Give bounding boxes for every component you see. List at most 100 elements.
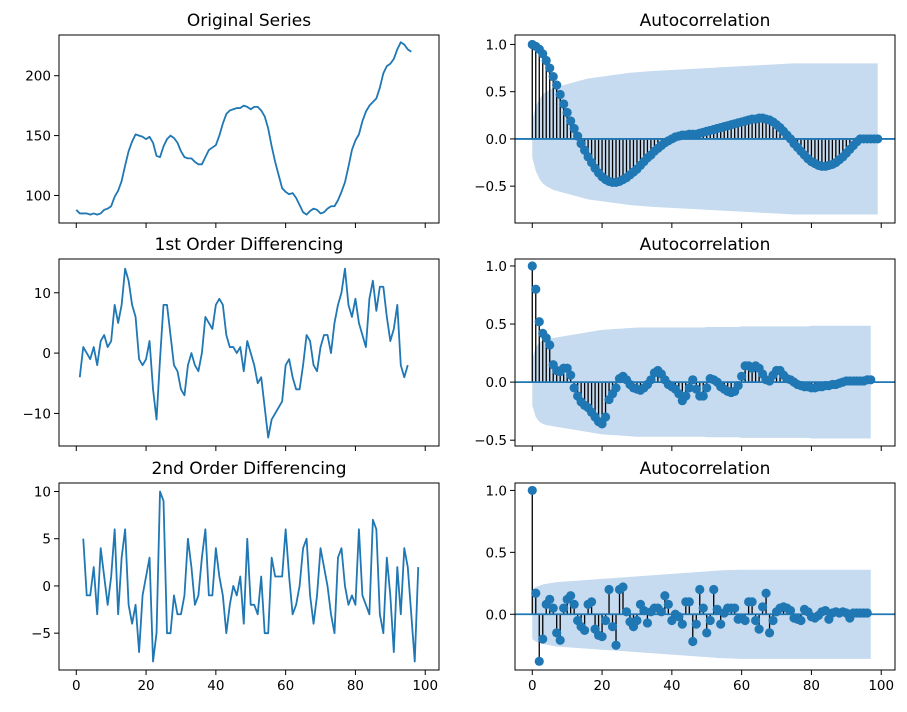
stem-marker bbox=[618, 582, 628, 592]
subplot-title: Autocorrelation bbox=[640, 11, 771, 31]
stem-marker bbox=[555, 89, 565, 100]
stem-marker bbox=[566, 591, 576, 601]
axes-frame bbox=[58, 34, 440, 224]
stem-marker bbox=[862, 608, 872, 618]
stem-marker bbox=[646, 375, 656, 385]
plot-area bbox=[82, 490, 420, 663]
stem-marker bbox=[562, 363, 572, 373]
x-tick-label: 20 bbox=[593, 678, 610, 694]
y-tick-label: 10 bbox=[34, 286, 51, 302]
y-tick-label: −0.5 bbox=[474, 433, 507, 449]
stem-marker bbox=[663, 599, 673, 609]
stem-marker bbox=[611, 383, 621, 393]
stem-marker bbox=[730, 603, 740, 613]
stem-marker bbox=[545, 340, 555, 350]
subplot-title: 2nd Order Differencing bbox=[152, 459, 347, 479]
stem-marker bbox=[548, 603, 558, 613]
stem-marker bbox=[527, 485, 537, 496]
stem-marker bbox=[566, 116, 576, 126]
stem-marker bbox=[702, 383, 712, 393]
stem-marker bbox=[531, 284, 541, 294]
plot-area bbox=[515, 261, 895, 439]
subplot-title: Autocorrelation bbox=[640, 459, 771, 479]
stem-marker bbox=[552, 80, 562, 90]
subplot-2: −0.5 0.0 0.5 1.0 Autocorrelation bbox=[474, 11, 896, 228]
stem-marker bbox=[674, 389, 684, 399]
stem-marker bbox=[531, 588, 541, 598]
stem-marker bbox=[733, 381, 743, 391]
stem-marker bbox=[545, 594, 555, 605]
stem-marker bbox=[695, 584, 705, 595]
stem-marker bbox=[642, 618, 653, 628]
axes-frame bbox=[58, 482, 440, 671]
y-tick-label: 0.0 bbox=[486, 375, 507, 391]
stem-marker bbox=[639, 605, 649, 616]
stem-marker bbox=[580, 625, 590, 635]
plot-area bbox=[75, 41, 412, 216]
y-tick-label: 200 bbox=[25, 69, 51, 85]
x-tick-label: 40 bbox=[207, 678, 224, 694]
stem-marker bbox=[548, 71, 558, 82]
subplot-title: Autocorrelation bbox=[640, 235, 771, 255]
stem-marker bbox=[873, 134, 883, 144]
plot-area bbox=[515, 39, 895, 215]
stem-marker bbox=[740, 615, 750, 626]
stem-marker bbox=[555, 635, 565, 645]
stem-marker bbox=[674, 612, 684, 622]
stem-marker bbox=[534, 656, 544, 666]
y-tick-label: 0.0 bbox=[486, 607, 507, 623]
stem-marker bbox=[698, 391, 708, 401]
stem-marker bbox=[684, 597, 694, 607]
y-tick-label: 0 bbox=[42, 579, 51, 595]
stem-marker bbox=[750, 615, 761, 626]
stem-marker bbox=[705, 615, 715, 626]
y-tick-label: 1.0 bbox=[486, 483, 507, 499]
y-tick-label: 0.0 bbox=[486, 132, 507, 148]
stem-marker bbox=[712, 604, 722, 614]
axes-frame bbox=[514, 258, 896, 447]
series-line bbox=[75, 41, 412, 216]
x-tick-label: 80 bbox=[803, 678, 820, 694]
y-tick-label: 0.5 bbox=[486, 85, 507, 101]
y-tick-label: 0.5 bbox=[486, 545, 507, 561]
stem-marker bbox=[569, 123, 579, 134]
y-tick-label: 5 bbox=[42, 532, 51, 548]
stem-marker bbox=[684, 383, 694, 393]
stem-marker bbox=[691, 384, 701, 394]
plot-area bbox=[515, 485, 895, 666]
y-tick-label: 1.0 bbox=[486, 37, 507, 53]
x-tick-label: 80 bbox=[347, 678, 364, 694]
stem-marker bbox=[688, 636, 698, 647]
stem-marker bbox=[607, 622, 618, 632]
stem-marker bbox=[737, 371, 747, 381]
stem-marker bbox=[604, 584, 614, 595]
x-tick-label: 0 bbox=[72, 678, 81, 694]
subplot-3: −10 0 10 1st Order Differencing bbox=[23, 235, 440, 451]
stem-marker bbox=[747, 597, 757, 607]
stem-marker bbox=[757, 602, 768, 612]
plot-area bbox=[78, 267, 409, 439]
stem-marker bbox=[569, 383, 579, 393]
stem-marker bbox=[716, 619, 726, 629]
series-line bbox=[82, 490, 420, 663]
stem-marker bbox=[600, 412, 611, 422]
stem-marker bbox=[709, 584, 719, 595]
stem-marker bbox=[677, 619, 687, 629]
stem-marker bbox=[785, 605, 796, 616]
stem-marker bbox=[761, 588, 771, 598]
y-tick-label: −0.5 bbox=[474, 179, 507, 195]
y-tick-label: −5 bbox=[31, 626, 51, 642]
stem-marker bbox=[691, 619, 701, 629]
stem-marker bbox=[754, 624, 764, 634]
subplot-4: −0.5 0.0 0.5 1.0 Autocorrelation bbox=[474, 235, 896, 451]
stem-marker bbox=[559, 99, 569, 109]
y-tick-label: 10 bbox=[34, 485, 51, 501]
subplot-title: Original Series bbox=[187, 11, 311, 31]
stem-marker bbox=[632, 615, 642, 626]
stem-marker bbox=[538, 634, 548, 644]
stem-marker bbox=[527, 261, 537, 271]
stem-marker bbox=[573, 131, 583, 141]
x-tick-label: 20 bbox=[137, 678, 154, 694]
